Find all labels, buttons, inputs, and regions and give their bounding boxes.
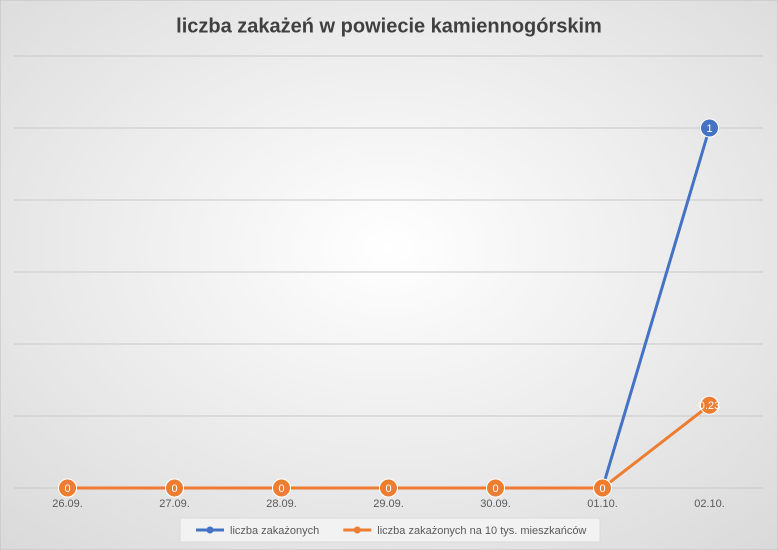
data-label: 0 (492, 483, 498, 495)
data-point (486, 478, 505, 498)
data-label: 0 (385, 483, 391, 495)
data-label: 1 (706, 123, 712, 135)
legend-marker (353, 526, 361, 534)
x-tick-label: 29.09. (373, 498, 404, 510)
x-tick-label: 30.09. (480, 498, 511, 510)
x-tick-label: 01.10. (587, 498, 618, 510)
data-point (593, 478, 612, 498)
legend-label: liczba zakażonych (230, 525, 319, 537)
x-tick-label: 28.09. (266, 498, 297, 510)
legend-marker (206, 526, 214, 534)
data-label: 0.23 (699, 400, 720, 412)
x-tick-label: 02.10. (694, 498, 725, 510)
data-point (700, 395, 719, 415)
data-point (379, 478, 398, 498)
legend-label: liczba zakażonych na 10 tys. mieszkańców (377, 525, 586, 537)
data-point (58, 478, 77, 498)
legend (179, 517, 601, 543)
data-label: 0 (64, 483, 70, 495)
data-point (272, 478, 291, 498)
data-label: 0 (171, 483, 177, 495)
chart-title: liczba zakażeń w powiecie kamiennogórski… (176, 15, 602, 37)
x-tick-label: 26.09. (52, 498, 83, 510)
data-label: 0 (278, 483, 284, 495)
x-tick-label: 27.09. (159, 498, 190, 510)
data-label: 0 (599, 483, 605, 495)
data-point (165, 478, 184, 498)
data-point (700, 118, 719, 138)
